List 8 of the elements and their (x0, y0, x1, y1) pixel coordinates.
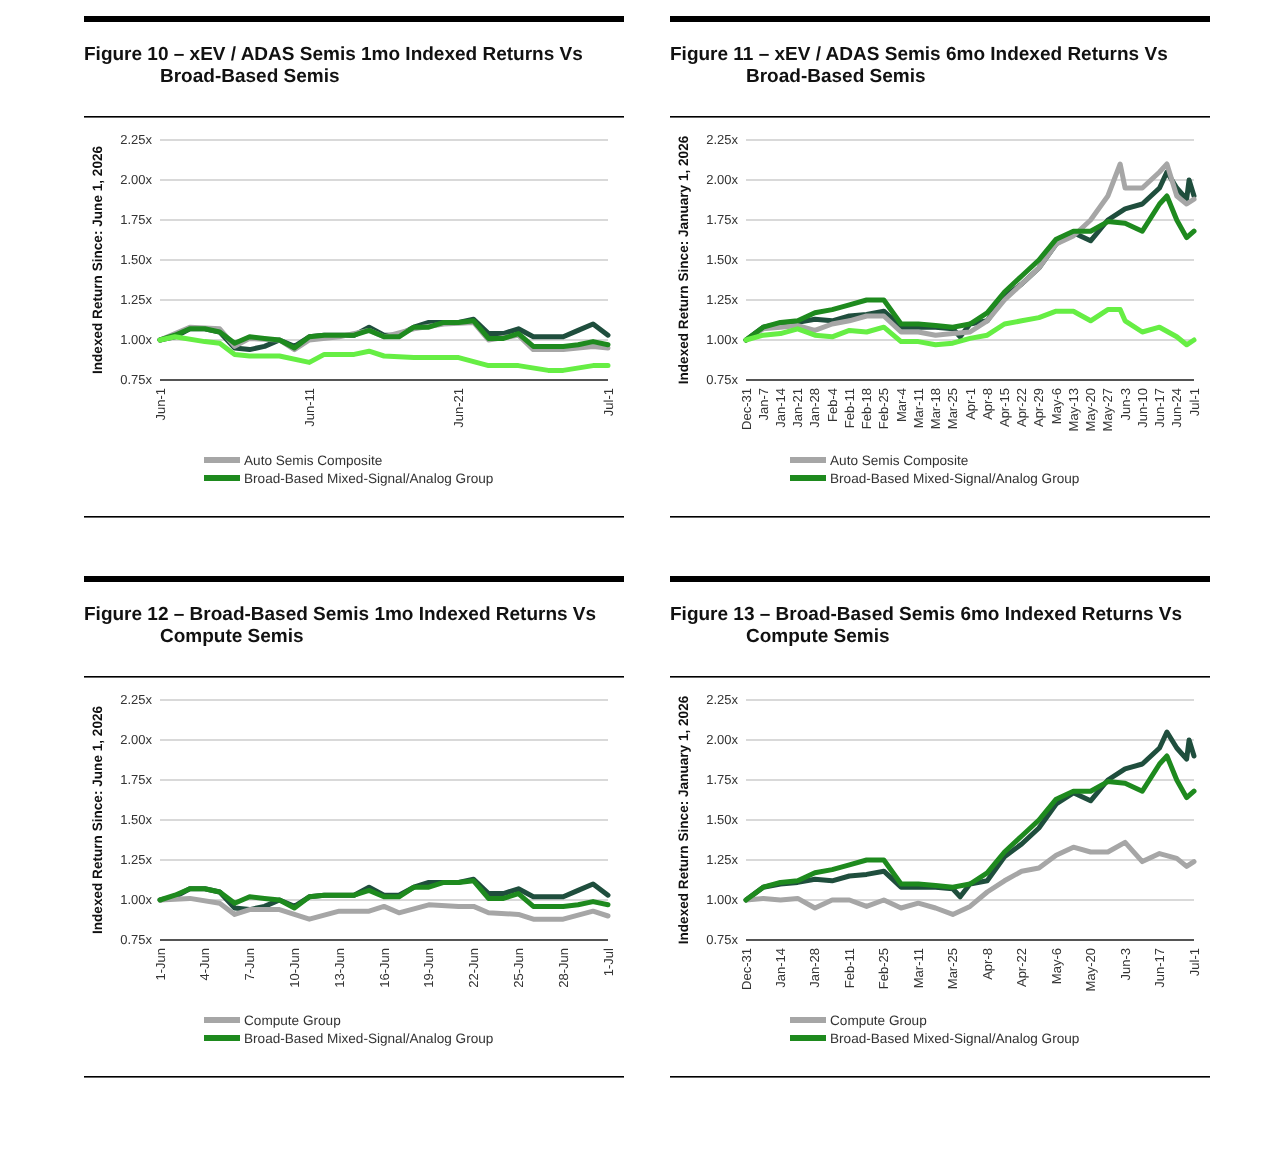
chart-title: Figure 12 – Broad-Based Semis 1mo Indexed Returns Vs Compute Semis (84, 604, 597, 648)
chart-title: Figure 10 – xEV / ADAS Semis 1mo Indexed Returns Vs Broad-Based Semis (84, 44, 583, 88)
chart-title: Figure 11 – xEV / ADAS Semis 6mo Indexed Returns Vs Broad-Based Semis (670, 44, 1168, 88)
chart-title: Figure 13 – Broad-Based Semis 6mo Indexed Returns Vs Compute Semis (670, 604, 1183, 648)
line-series (157, 334, 611, 373)
line-series (743, 307, 1197, 348)
line-series (157, 895, 611, 922)
line-series (743, 839, 1197, 917)
